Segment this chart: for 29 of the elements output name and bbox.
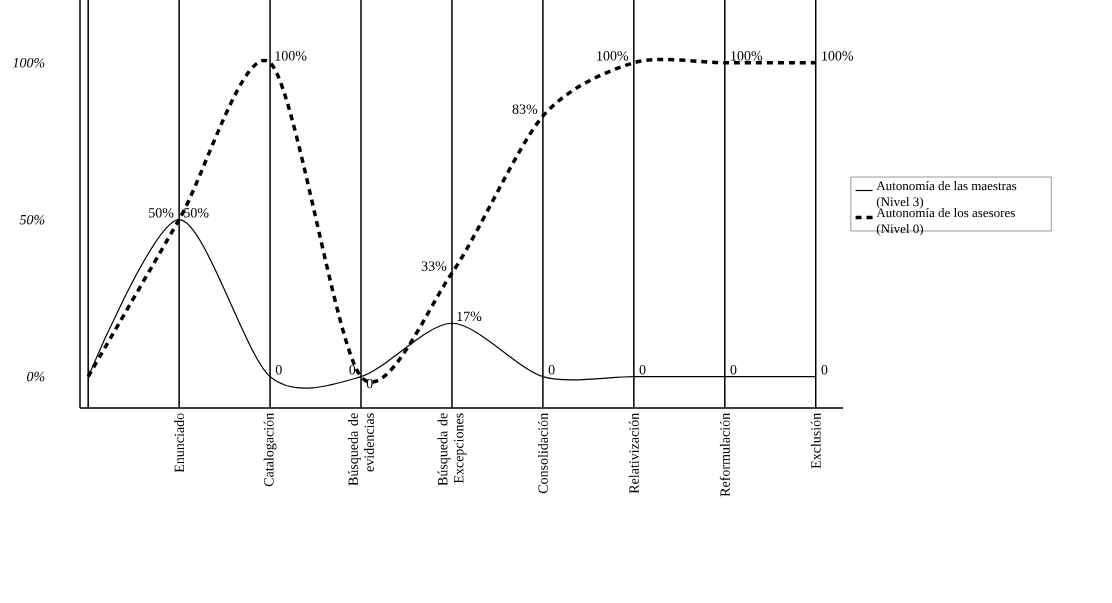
x-tick-label: Exclusión: [810, 413, 821, 469]
data-label: 33%: [421, 261, 447, 271]
x-tick-label: Catalogación: [263, 413, 277, 487]
x-tick-label: Búsqueda de Excepciones: [437, 413, 467, 486]
y-tick-label: 0%: [27, 371, 45, 382]
data-label: 100%: [275, 51, 307, 61]
x-tick-label: Búsqueda de evidencias: [348, 413, 374, 486]
data-label: 100%: [731, 51, 763, 61]
data-label: 0: [366, 378, 373, 389]
data-label: 83%: [512, 104, 538, 114]
x-tick-label: Consolidación: [537, 413, 548, 494]
data-label: 50%: [184, 207, 209, 218]
legend-label: Autonomía de las maestras (Nivel 3): [876, 181, 1017, 209]
x-tick-label: Enunciado: [174, 413, 185, 473]
legend-label: Autonomía de los asesores (Nivel 0): [876, 207, 1015, 236]
data-label: 0: [821, 364, 828, 375]
data-label: 17%: [457, 311, 482, 322]
data-label: 50%: [149, 207, 174, 218]
x-tick-label: Reformulación: [719, 413, 730, 497]
data-label: 0: [275, 364, 282, 375]
data-label: 0: [548, 364, 555, 375]
data-label: 0: [639, 364, 646, 375]
y-tick-label: 100%: [12, 58, 45, 68]
x-tick-label: Relativización: [628, 413, 639, 494]
y-tick-label: 50%: [19, 214, 45, 225]
data-label: 100%: [597, 51, 629, 61]
data-label: 0: [730, 364, 737, 375]
data-label: 0: [349, 364, 356, 375]
data-label: 100%: [822, 51, 854, 61]
